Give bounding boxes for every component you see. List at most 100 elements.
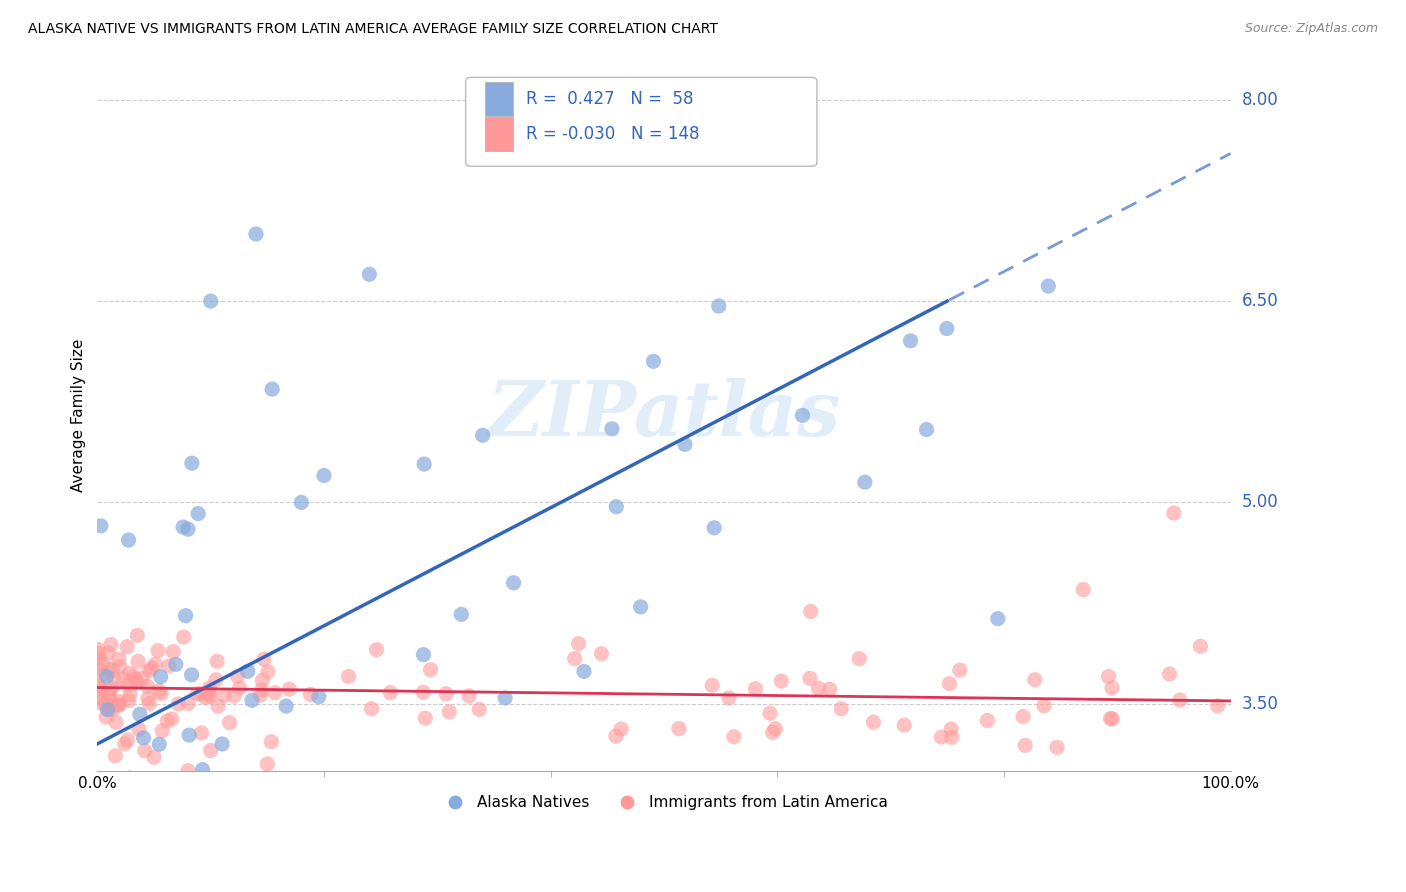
Point — [572, 665, 595, 679]
Point — [104, 748, 127, 763]
Point — [413, 711, 436, 725]
Point — [218, 715, 240, 730]
Point — [763, 722, 786, 736]
Point — [703, 521, 725, 535]
Point — [87, 642, 110, 657]
Point — [98, 662, 121, 676]
Point — [207, 699, 229, 714]
Point — [1012, 709, 1035, 723]
Point — [180, 668, 202, 682]
Point — [194, 829, 217, 843]
Point — [165, 657, 187, 672]
Point — [120, 777, 142, 791]
Point — [177, 697, 200, 711]
Point — [264, 686, 287, 700]
Point — [249, 688, 271, 702]
Text: 3.50: 3.50 — [1241, 695, 1278, 713]
Point — [91, 657, 114, 671]
Point — [117, 533, 139, 547]
Point — [450, 607, 472, 622]
Point — [292, 886, 315, 892]
Point — [117, 733, 139, 747]
Point — [105, 880, 128, 892]
Point — [605, 729, 627, 743]
Point — [1046, 740, 1069, 755]
Point — [136, 691, 159, 706]
Point — [122, 670, 145, 684]
Point — [818, 682, 841, 697]
Point — [707, 299, 730, 313]
Point — [1159, 667, 1181, 681]
Point — [893, 718, 915, 732]
Point — [118, 771, 141, 785]
Point — [115, 640, 138, 654]
Point — [1099, 712, 1122, 726]
Point — [1024, 673, 1046, 687]
FancyBboxPatch shape — [485, 117, 513, 152]
Point — [101, 681, 124, 695]
Point — [89, 662, 111, 676]
Point — [190, 726, 212, 740]
Point — [177, 522, 200, 536]
Point — [976, 714, 998, 728]
Point — [101, 702, 124, 716]
Point — [167, 697, 190, 711]
Point — [770, 674, 793, 689]
Point — [180, 456, 202, 470]
Point — [187, 687, 209, 701]
Point — [502, 575, 524, 590]
Point — [252, 673, 274, 688]
Point — [987, 612, 1010, 626]
Point — [744, 681, 766, 696]
Point — [104, 672, 127, 686]
Point — [1071, 582, 1094, 597]
Point — [807, 681, 830, 696]
Point — [122, 875, 145, 889]
Point — [146, 643, 169, 657]
Point — [127, 654, 149, 668]
Point — [117, 678, 139, 692]
Point — [434, 687, 457, 701]
Point — [337, 669, 360, 683]
Point — [1014, 739, 1036, 753]
Point — [108, 784, 131, 798]
Point — [211, 737, 233, 751]
Point — [600, 422, 623, 436]
Point — [419, 663, 441, 677]
Point — [149, 670, 172, 684]
Point — [108, 695, 131, 709]
Point — [108, 652, 131, 666]
Point — [87, 679, 110, 693]
Point — [853, 475, 876, 490]
Point — [359, 267, 381, 281]
Point — [471, 428, 494, 442]
Point — [177, 764, 200, 778]
Point — [131, 671, 153, 685]
Point — [256, 756, 278, 771]
Point — [87, 652, 110, 666]
Point — [125, 675, 148, 690]
Point — [94, 710, 117, 724]
Point — [494, 690, 516, 705]
Point — [274, 699, 297, 714]
Point — [938, 676, 960, 690]
Point — [915, 423, 938, 437]
Point — [1101, 712, 1123, 726]
Point — [127, 628, 149, 642]
Point — [380, 685, 402, 699]
Point — [200, 743, 222, 757]
Point — [98, 694, 121, 708]
Point — [90, 669, 112, 683]
Point — [1168, 693, 1191, 707]
Point — [762, 725, 785, 739]
Point — [179, 728, 201, 742]
Point — [96, 684, 118, 698]
Point — [245, 227, 267, 241]
Point — [800, 605, 823, 619]
Point — [96, 669, 118, 683]
Point — [630, 599, 652, 614]
Point — [156, 714, 179, 728]
Point — [198, 681, 221, 695]
Point — [941, 722, 963, 736]
Point — [610, 722, 633, 736]
